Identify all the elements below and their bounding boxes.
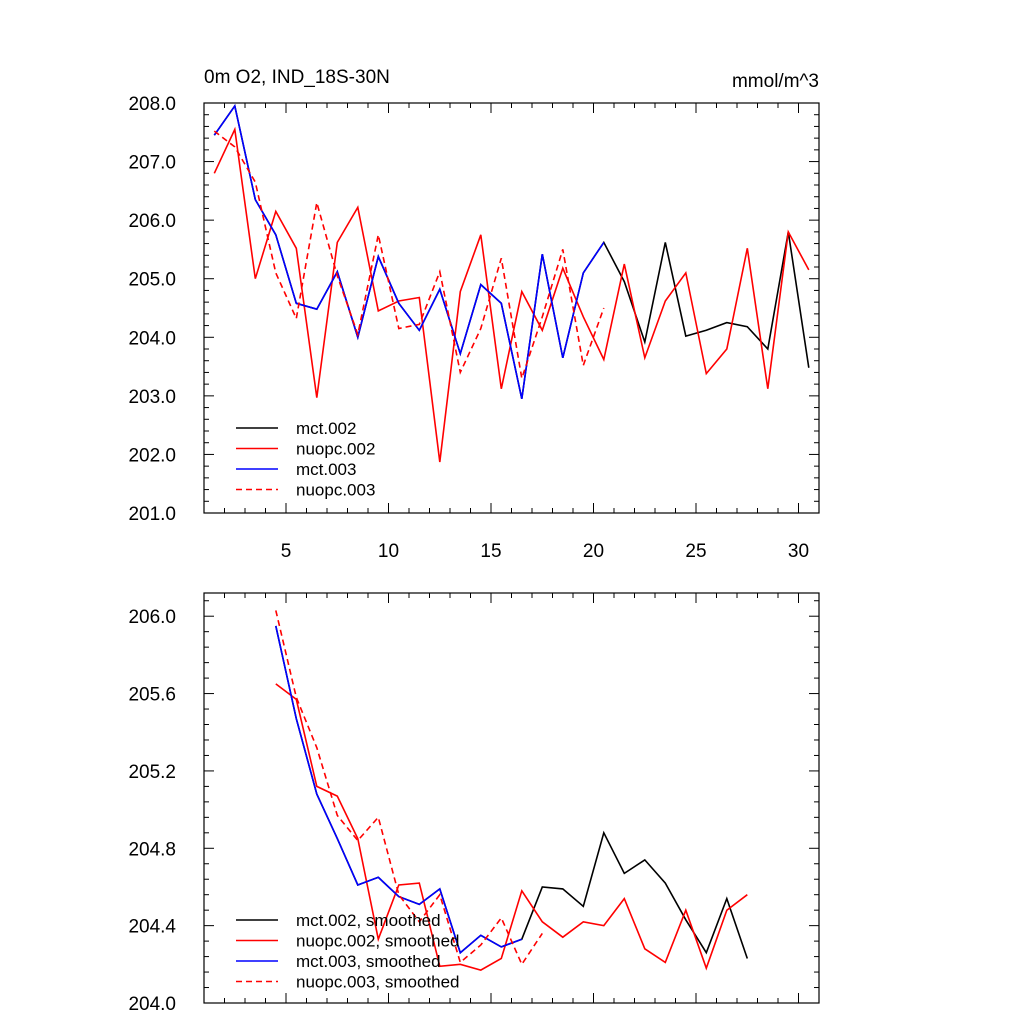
top-y-tick-label: 203.0: [128, 387, 176, 408]
bottom-chart-panel: 204.0 204.4 204.8 205.2 205.6 206.0 mct.002, …: [128, 592, 820, 1015]
top-x-tick-label: 15: [480, 541, 501, 562]
top-y-tick-label: 202.0: [128, 445, 176, 466]
top-y-tick-label: 205.0: [128, 270, 176, 291]
top-series-mct-002: [213, 103, 810, 399]
bottom-series-mct-002-smoothed: [275, 625, 749, 959]
legend-label: nuopc.002: [296, 440, 375, 459]
top-y-tick-label: 201.0: [128, 504, 176, 525]
top-chart-series-group: [213, 103, 810, 463]
bottom-series-nuopc-002-smoothed: [275, 683, 748, 971]
legend-label: nuopc.003, smoothed: [296, 973, 460, 992]
top-x-tick-label: 20: [583, 541, 604, 562]
top-series-mct-003: [213, 103, 605, 399]
bottom-y-tick-label: 206.0: [128, 607, 176, 628]
bottom-y-tick-label: 205.2: [128, 762, 176, 783]
bottom-series-mct-003-smoothed: [275, 625, 523, 955]
legend-label: nuopc.003: [296, 481, 375, 500]
top-y-tick-label: 207.0: [128, 153, 176, 174]
top-chart-units: mmol/m^3: [732, 71, 819, 92]
top-y-tick-label: 208.0: [128, 94, 176, 115]
top-x-tick-label: 25: [685, 541, 706, 562]
legend-label: mct.002: [296, 419, 356, 438]
top-series-nuopc-003: [213, 130, 605, 379]
legend-label: mct.003, smoothed: [296, 952, 441, 971]
top-chart-title: 0m O2, IND_18S-30N: [204, 67, 390, 88]
bottom-y-tick-label: 205.6: [128, 685, 176, 706]
top-x-tick-label: 5: [281, 541, 292, 562]
top-chart-y-axis: 201.0 202.0 203.0 204.0 205.0 206.0 207.0 208.0: [128, 94, 819, 525]
legend-label: mct.003: [296, 460, 356, 479]
bottom-chart-legend: mct.002, smoothed nuopc.002, smoothedmct.…: [236, 911, 460, 992]
top-series-nuopc-002: [213, 126, 810, 463]
bottom-chart-y-axis: 204.0 204.4 204.8 205.2 205.6 206.0: [128, 600, 819, 1015]
bottom-y-tick-label: 204.4: [128, 917, 176, 938]
top-y-tick-label: 204.0: [128, 328, 176, 349]
top-y-tick-label: 206.0: [128, 211, 176, 232]
bottom-chart-series-group: [275, 610, 749, 971]
top-chart-x-axis: 5 10 15 20 25 30: [203, 103, 820, 562]
top-x-tick-label: 30: [788, 541, 809, 562]
bottom-chart-x-axis: [203, 593, 820, 1003]
top-x-tick-label: 10: [378, 541, 399, 562]
bottom-series-nuopc-003-smoothed: [275, 610, 543, 966]
bottom-y-tick-label: 204.8: [128, 839, 176, 860]
legend-label: nuopc.002, smoothed: [296, 932, 460, 951]
top-chart-panel: 0m O2, IND_18S-30N mmol/m^3 5 10 15 20 25 30 …: [128, 67, 820, 562]
bottom-y-tick-label: 204.0: [128, 994, 176, 1015]
legend-label: mct.002, smoothed: [296, 911, 441, 930]
